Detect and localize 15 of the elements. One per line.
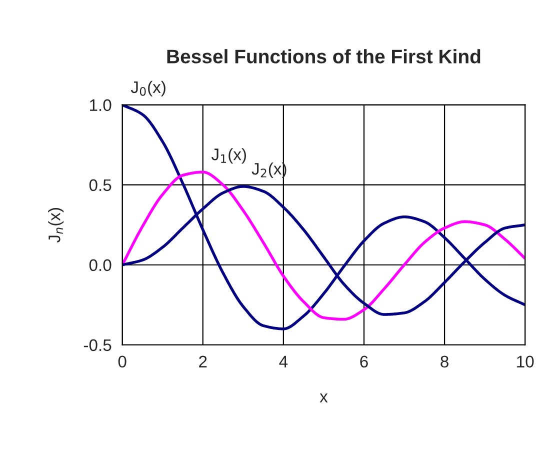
x-tick-label: 0 [118,356,126,368]
y-tick-label: 0.5 [89,179,112,192]
y-tick-label: -0.5 [84,339,112,352]
x-tick-label: 2 [199,356,207,368]
x-axis-title: x [320,394,328,402]
y-tick-label: 0.0 [89,259,112,272]
x-tick-label: 8 [440,356,448,368]
x-tick-label: 4 [279,356,288,368]
x-tick-label: 10 [517,356,534,368]
chart-title: Bessel Functions of the First Kind [167,49,480,64]
series-label: J$_{0}$(x) [130,80,166,96]
y-tick-label: 1.0 [90,99,112,112]
x-tick-label: 6 [360,356,368,368]
y-axis-title: J$_{n}$(x) [48,208,64,243]
series-label: J$_{1}$(x) [211,148,246,164]
